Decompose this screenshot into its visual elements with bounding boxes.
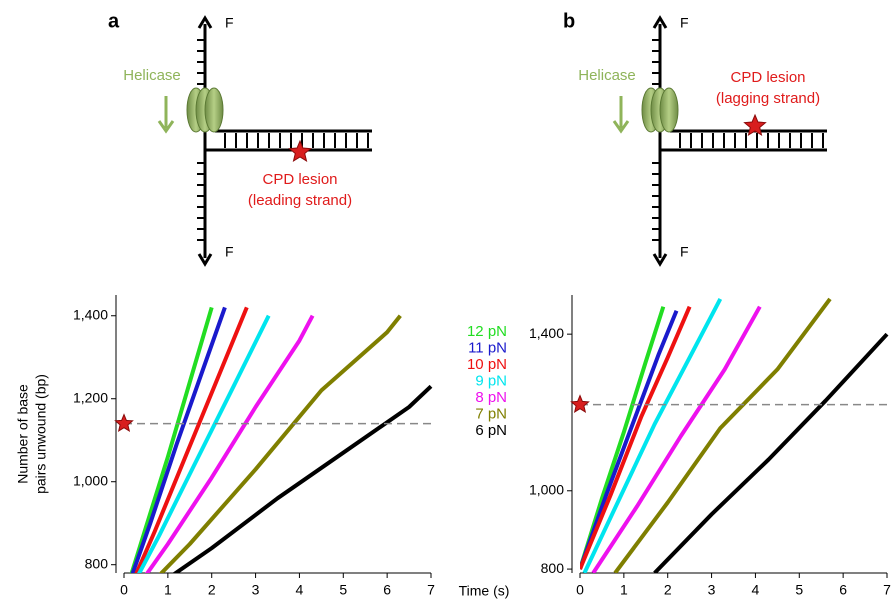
- trace: [144, 314, 315, 573]
- strand: [658, 131, 827, 152]
- x-tick-label: 1: [620, 582, 628, 598]
- trace: [137, 314, 271, 573]
- x-axis-label: Time (s): [459, 583, 510, 599]
- y-tick-label: 1,200: [73, 389, 108, 405]
- trace: [591, 305, 762, 573]
- y-axis-label: Number of base: [15, 384, 31, 484]
- helicase-arrow: [157, 120, 175, 134]
- panel-label: a: [108, 10, 120, 32]
- force-label: F: [680, 244, 689, 260]
- lesion-label: (lagging strand): [716, 90, 820, 107]
- legend-entry: 11 pN: [468, 339, 507, 356]
- trace: [580, 309, 679, 570]
- trace: [172, 384, 433, 573]
- y-tick-label: 800: [85, 555, 109, 571]
- y-axis-label: pairs unwound (bp): [33, 374, 49, 494]
- x-tick-label: 5: [339, 582, 347, 598]
- x-tick-label: 4: [296, 582, 304, 598]
- x-tick-label: 3: [252, 582, 260, 598]
- lesion-star: [570, 394, 590, 413]
- strand: [203, 131, 372, 152]
- x-tick-label: 7: [427, 582, 435, 598]
- legend-entry: 12 pN: [467, 323, 507, 340]
- arrow-head: [197, 253, 213, 267]
- x-tick-label: 2: [208, 582, 216, 598]
- helicase: [204, 87, 224, 133]
- arrow-head: [652, 253, 668, 267]
- x-tick-label: 1: [164, 582, 172, 598]
- legend-entry: 9 pN: [475, 372, 507, 389]
- y-tick-label: 1,000: [529, 481, 564, 497]
- x-tick-label: 0: [120, 582, 128, 598]
- lesion-label: CPD lesion: [262, 171, 337, 188]
- trace: [613, 297, 832, 573]
- lesion-star: [743, 113, 767, 136]
- x-tick-label: 6: [383, 582, 391, 598]
- trace: [580, 305, 692, 570]
- force-label: F: [225, 15, 234, 31]
- lesion-label: (leading strand): [248, 192, 352, 209]
- y-tick-label: 1,400: [529, 325, 564, 341]
- arrow-head: [197, 15, 213, 29]
- y-tick-label: 1,000: [73, 472, 108, 488]
- trace: [134, 306, 249, 573]
- trace: [582, 297, 723, 573]
- y-tick-label: 800: [541, 560, 565, 576]
- legend-entry: 10 pN: [467, 356, 507, 373]
- trace: [158, 314, 402, 573]
- y-tick-label: 1,400: [73, 306, 108, 322]
- force-label: F: [680, 15, 689, 31]
- x-tick-label: 3: [708, 582, 716, 598]
- x-tick-label: 7: [883, 582, 891, 598]
- helicase: [659, 87, 679, 133]
- helicase-label: Helicase: [578, 67, 636, 84]
- lesion-label: CPD lesion: [730, 69, 805, 86]
- legend-entry: 6 pN: [475, 422, 507, 439]
- helicase-label: Helicase: [123, 67, 181, 84]
- panel-label: b: [563, 10, 575, 32]
- x-tick-label: 5: [795, 582, 803, 598]
- lesion-star: [114, 413, 134, 432]
- legend-entry: 7 pN: [475, 405, 507, 422]
- x-tick-label: 4: [752, 582, 760, 598]
- plot: [129, 306, 433, 573]
- arrow-head: [652, 15, 668, 29]
- lesion-star: [288, 139, 312, 162]
- plot: [580, 297, 889, 573]
- trace: [130, 306, 227, 573]
- helicase-arrow: [612, 120, 630, 134]
- x-tick-label: 6: [839, 582, 847, 598]
- trace: [653, 332, 889, 573]
- force-label: F: [225, 244, 234, 260]
- x-tick-label: 2: [664, 582, 672, 598]
- legend-entry: 8 pN: [475, 389, 507, 406]
- x-tick-label: 0: [576, 582, 584, 598]
